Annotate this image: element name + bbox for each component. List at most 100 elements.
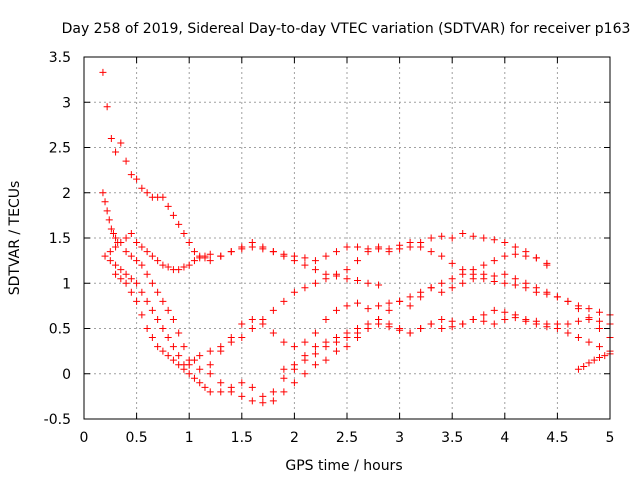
x-tick-label: 4.5 bbox=[546, 430, 568, 446]
data-point bbox=[448, 275, 456, 283]
data-point bbox=[522, 315, 530, 323]
data-point bbox=[269, 388, 277, 396]
x-tick-label: 0.5 bbox=[125, 430, 147, 446]
data-point bbox=[438, 232, 446, 240]
data-point bbox=[322, 338, 330, 346]
data-point bbox=[217, 347, 225, 355]
data-point bbox=[459, 279, 467, 287]
data-point bbox=[580, 363, 588, 371]
data-point bbox=[553, 325, 561, 332]
data-point bbox=[490, 257, 498, 265]
data-point bbox=[354, 325, 362, 332]
data-point bbox=[343, 302, 351, 310]
data-point bbox=[501, 270, 509, 278]
data-point bbox=[469, 266, 477, 274]
series-track-8 bbox=[99, 189, 122, 247]
data-point bbox=[311, 279, 319, 287]
data-point bbox=[438, 325, 446, 332]
data-point bbox=[138, 243, 146, 251]
data-point bbox=[190, 374, 198, 382]
data-point bbox=[332, 334, 340, 342]
data-point bbox=[564, 329, 572, 337]
data-point bbox=[159, 261, 167, 269]
data-point bbox=[511, 275, 519, 283]
data-point bbox=[101, 198, 109, 206]
data-point bbox=[290, 361, 298, 369]
data-point bbox=[501, 308, 509, 316]
data-point bbox=[585, 338, 593, 346]
data-point bbox=[595, 343, 603, 351]
data-point bbox=[354, 277, 362, 285]
data-point bbox=[154, 343, 162, 351]
data-point bbox=[595, 353, 603, 361]
data-point bbox=[427, 234, 435, 242]
data-point bbox=[448, 284, 456, 292]
data-point bbox=[532, 254, 540, 262]
data-point bbox=[322, 275, 330, 283]
data-point bbox=[354, 243, 362, 251]
data-point bbox=[107, 134, 115, 142]
data-point bbox=[438, 315, 446, 323]
data-point bbox=[564, 297, 572, 305]
data-point bbox=[99, 189, 107, 197]
data-point bbox=[343, 275, 351, 283]
data-point bbox=[311, 350, 319, 358]
data-point bbox=[438, 279, 446, 287]
x-tick-label: 1.5 bbox=[231, 430, 253, 446]
data-point bbox=[532, 317, 540, 325]
data-point bbox=[595, 308, 603, 316]
data-point bbox=[175, 329, 183, 337]
data-point bbox=[148, 306, 156, 314]
data-point bbox=[143, 270, 151, 278]
data-point bbox=[217, 388, 225, 396]
data-point bbox=[417, 243, 425, 251]
data-point bbox=[332, 248, 340, 256]
data-point bbox=[143, 325, 151, 332]
series-track-5 bbox=[122, 248, 614, 407]
data-point bbox=[122, 270, 130, 278]
data-point bbox=[112, 148, 120, 156]
data-point bbox=[332, 347, 340, 355]
chart-title: Day 258 of 2019, Sidereal Day-to-day VTE… bbox=[62, 21, 631, 37]
data-point bbox=[438, 288, 446, 296]
data-point bbox=[114, 239, 122, 247]
data-point bbox=[133, 175, 141, 183]
data-point bbox=[501, 252, 509, 260]
data-point bbox=[396, 297, 404, 305]
y-tick-label: 0 bbox=[62, 367, 71, 383]
data-point bbox=[406, 239, 414, 247]
data-point bbox=[543, 320, 551, 328]
data-point bbox=[280, 250, 288, 258]
data-point bbox=[480, 261, 488, 269]
data-point bbox=[332, 270, 340, 278]
data-point bbox=[511, 281, 519, 289]
data-point bbox=[248, 315, 256, 323]
data-point bbox=[238, 392, 246, 400]
data-point bbox=[385, 245, 393, 253]
data-point bbox=[269, 397, 277, 405]
data-point bbox=[343, 343, 351, 351]
data-point bbox=[417, 325, 425, 332]
data-point bbox=[375, 243, 383, 251]
data-point bbox=[501, 315, 509, 323]
data-point bbox=[375, 281, 383, 289]
data-point bbox=[311, 343, 319, 351]
data-point bbox=[138, 288, 146, 296]
data-point bbox=[154, 257, 162, 265]
data-point bbox=[185, 356, 193, 364]
x-tick-label: 1 bbox=[185, 430, 194, 446]
data-point bbox=[322, 356, 330, 364]
data-point bbox=[427, 284, 435, 292]
data-point bbox=[206, 257, 214, 265]
data-point bbox=[574, 317, 582, 325]
data-point bbox=[459, 320, 467, 328]
y-tick-label: 3.5 bbox=[49, 50, 71, 66]
data-point bbox=[301, 370, 309, 378]
data-point bbox=[148, 334, 156, 342]
data-point bbox=[280, 338, 288, 346]
data-point bbox=[259, 245, 267, 253]
data-point bbox=[585, 359, 593, 367]
data-point bbox=[280, 297, 288, 305]
data-point bbox=[185, 370, 193, 378]
data-point bbox=[280, 374, 288, 382]
